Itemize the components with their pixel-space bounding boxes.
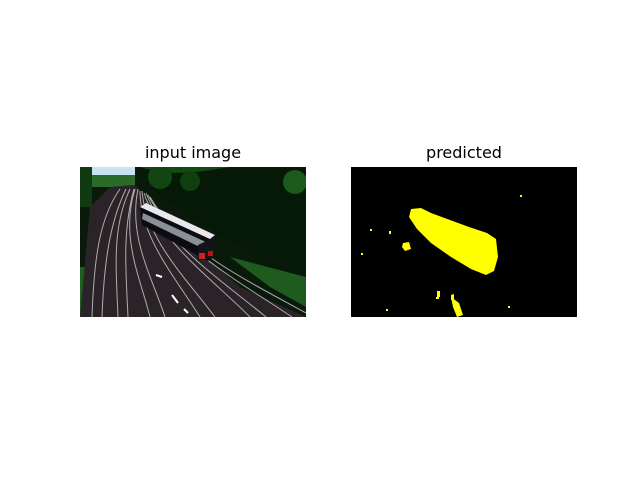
predicted-title: predicted bbox=[426, 143, 502, 162]
input-image-title: input image bbox=[144, 143, 242, 162]
input-image bbox=[80, 167, 306, 317]
predicted-mask bbox=[351, 167, 577, 317]
